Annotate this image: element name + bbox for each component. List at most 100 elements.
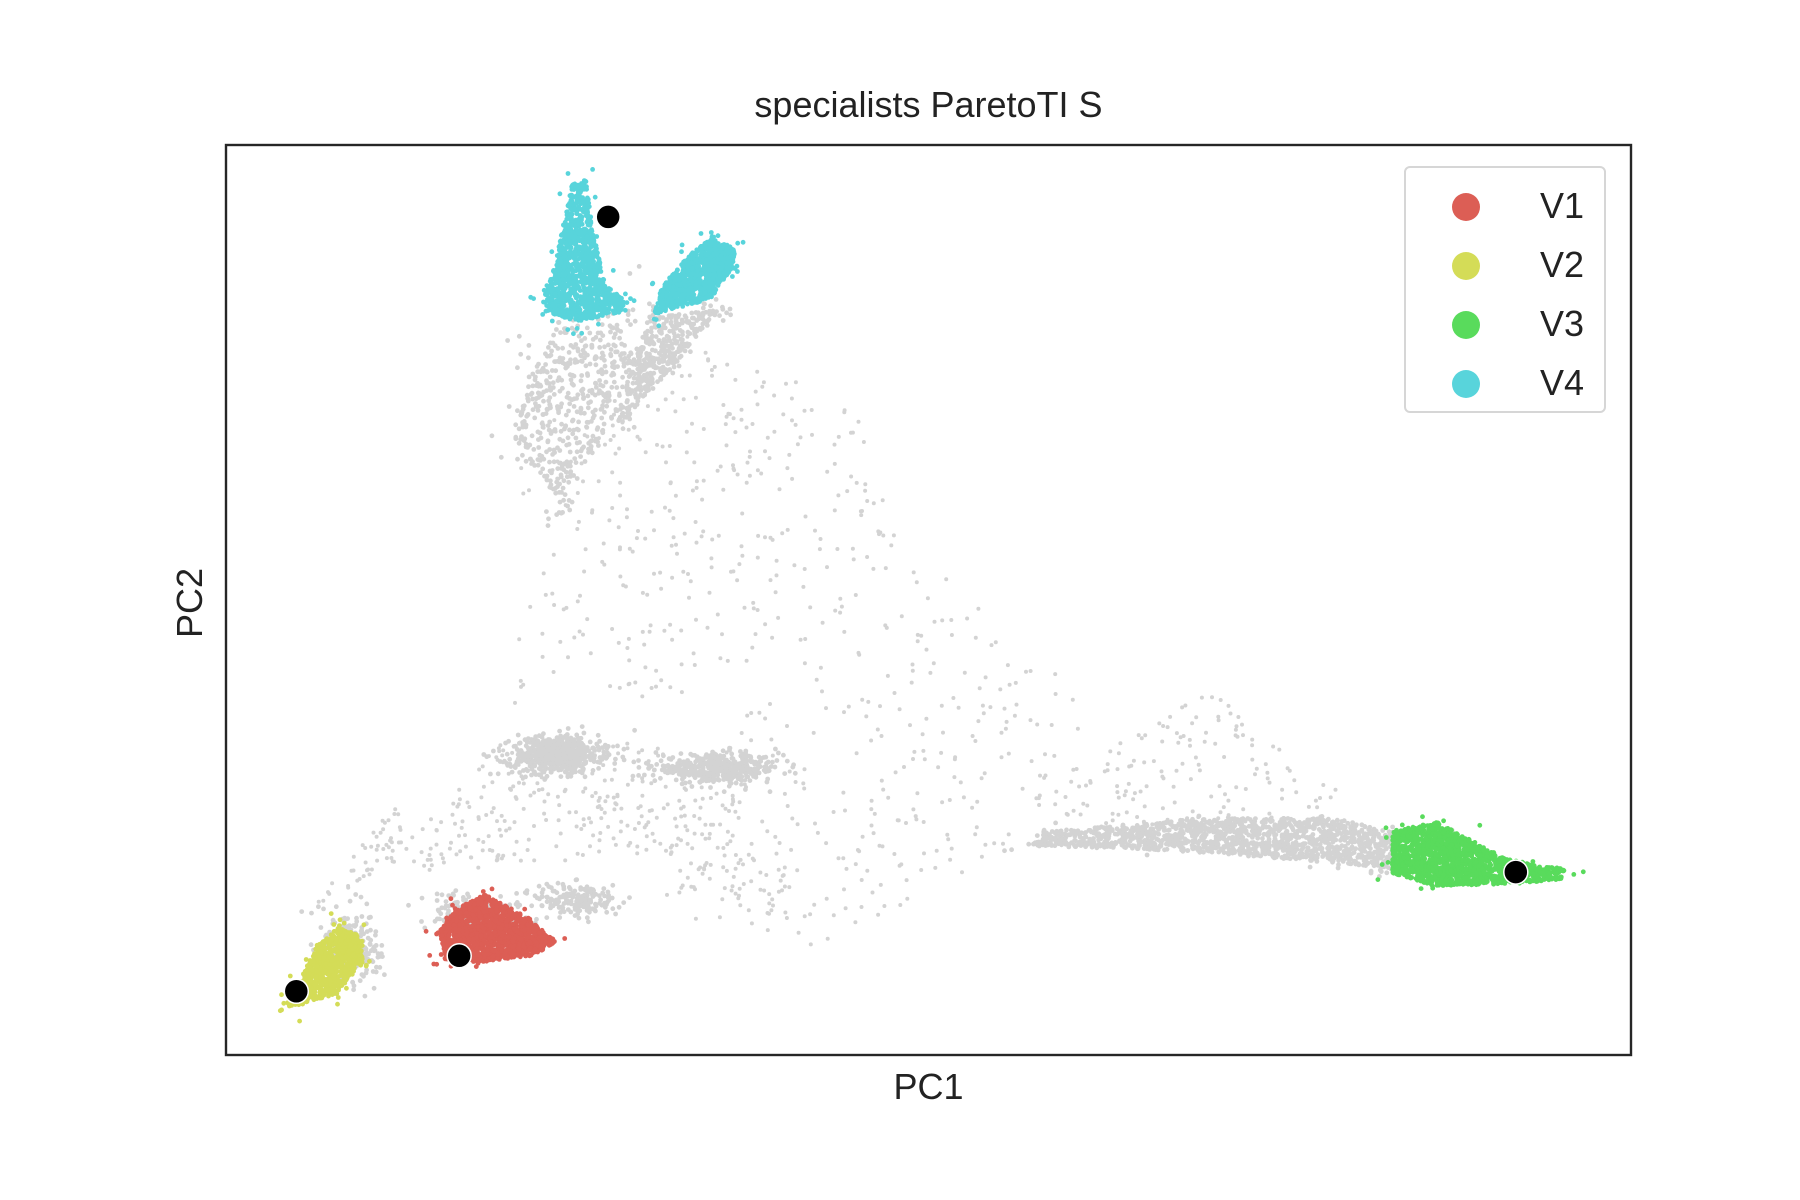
background-point: [546, 516, 551, 522]
background-point: [1028, 718, 1033, 723]
background-point: [443, 899, 449, 904]
background-point: [619, 351, 625, 356]
background-point: [962, 670, 967, 675]
background-point: [721, 753, 727, 759]
background-point: [743, 771, 749, 776]
background-point: [824, 896, 829, 901]
background-point: [490, 848, 495, 853]
background-point: [567, 751, 573, 757]
background-point: [533, 734, 539, 739]
background-point: [664, 338, 669, 344]
background-point: [1113, 840, 1118, 845]
background-point: [577, 440, 582, 445]
background-point: [712, 766, 717, 771]
background-point: [635, 851, 640, 856]
background-point: [597, 337, 603, 343]
background-point: [893, 770, 898, 775]
background-point: [616, 416, 622, 422]
background-point: [427, 853, 432, 857]
background-point: [910, 668, 915, 673]
background-point: [560, 485, 566, 491]
background-point: [781, 752, 786, 758]
background-point: [774, 573, 779, 578]
background-point: [606, 393, 612, 399]
background-point: [1102, 769, 1107, 774]
background-point: [939, 703, 944, 708]
background-point: [528, 604, 533, 609]
background-point: [1362, 824, 1368, 829]
background-point: [676, 363, 682, 369]
background-point: [613, 756, 618, 762]
background-point: [735, 472, 740, 477]
background-point: [643, 536, 648, 541]
background-point: [694, 754, 700, 760]
background-point: [658, 570, 663, 575]
background-point: [1384, 870, 1390, 876]
background-point: [497, 827, 502, 832]
background-point: [710, 373, 714, 378]
background-point: [316, 899, 321, 904]
background-point: [636, 773, 641, 778]
background-point: [1176, 822, 1182, 827]
background-point: [854, 480, 859, 485]
background-point: [530, 371, 536, 377]
background-point: [544, 388, 550, 393]
background-point: [1321, 783, 1326, 787]
background-point: [876, 912, 881, 917]
background-point: [854, 751, 859, 756]
background-point: [777, 487, 782, 492]
background-point: [535, 369, 541, 375]
background-point: [648, 370, 653, 376]
background-point: [625, 782, 630, 787]
background-point: [610, 370, 616, 376]
background-point: [646, 766, 652, 771]
background-point: [720, 897, 725, 902]
background-point: [488, 771, 493, 777]
background-point: [1252, 822, 1257, 827]
background-point: [601, 421, 607, 427]
background-point: [796, 930, 801, 935]
background-point: [1329, 820, 1335, 825]
background-point: [494, 858, 499, 863]
background-point: [597, 838, 602, 843]
background-point: [1265, 770, 1270, 775]
background-point: [557, 460, 562, 466]
background-point: [716, 777, 722, 783]
background-point: [645, 404, 650, 409]
background-point: [1037, 842, 1042, 847]
background-point: [1077, 784, 1082, 789]
background-point: [1048, 837, 1053, 843]
background-point: [626, 359, 632, 364]
background-point: [744, 658, 749, 663]
background-point: [509, 769, 515, 775]
background-point: [721, 487, 726, 492]
background-point: [768, 578, 773, 583]
background-point: [691, 651, 696, 656]
background-point: [309, 910, 314, 916]
background-point: [428, 846, 433, 851]
background-point: [785, 724, 789, 728]
background-point: [595, 744, 601, 750]
background-point: [597, 804, 602, 809]
background-point: [1118, 741, 1123, 746]
background-point: [1142, 841, 1148, 846]
background-point: [557, 499, 563, 505]
background-point: [1363, 863, 1368, 868]
background-point: [1147, 847, 1153, 852]
background-point: [698, 760, 703, 766]
background-point: [722, 853, 727, 858]
background-point: [534, 383, 539, 388]
background-point: [664, 848, 668, 853]
background-point: [661, 806, 666, 811]
background-point: [667, 444, 672, 448]
background-point: [689, 861, 693, 866]
background-point: [585, 352, 590, 358]
background-point: [860, 509, 864, 513]
background-point: [591, 755, 597, 761]
background-point: [1155, 847, 1161, 853]
background-point: [693, 916, 698, 921]
background-point: [630, 307, 636, 313]
background-point: [1309, 858, 1314, 863]
background-point: [949, 846, 954, 851]
background-point: [1116, 812, 1121, 817]
